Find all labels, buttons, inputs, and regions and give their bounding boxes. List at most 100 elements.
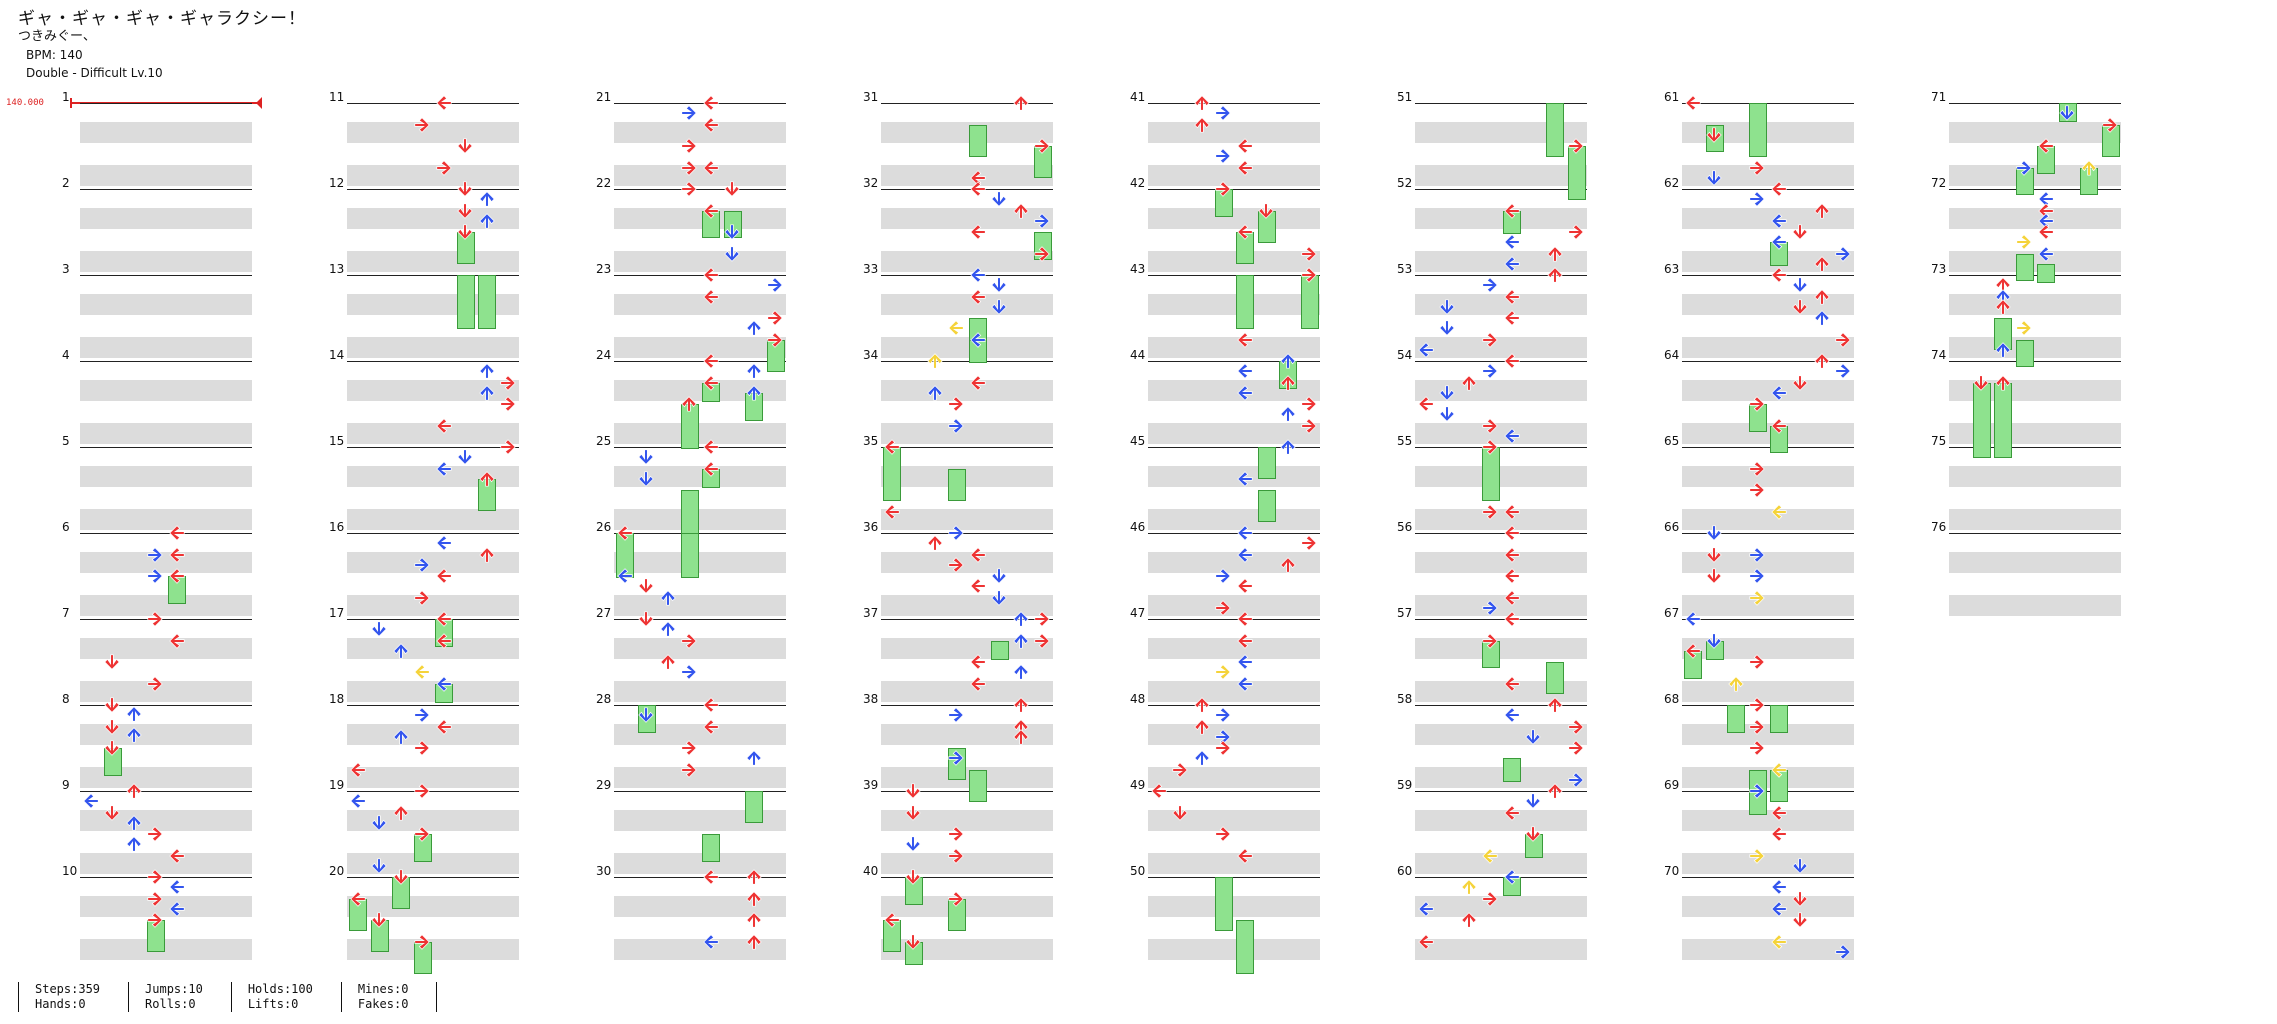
right-arrow-red-note: [1749, 482, 1765, 498]
right-arrow-red-note: [1172, 761, 1188, 778]
right-arrow-blue-note: [1215, 148, 1231, 165]
right-arrow-red-note: [681, 761, 697, 778]
measure: 14: [329, 348, 519, 444]
down-arrow-blue-note: [2059, 105, 2075, 122]
measure-number: 49: [1130, 778, 1146, 792]
beat-band: [1682, 637, 1854, 659]
beat-band: [1148, 766, 1320, 788]
hold-note: [1257, 447, 1276, 480]
measure-line: [1148, 275, 1320, 276]
down-arrow-blue-note: [1439, 406, 1455, 423]
measure-line: [347, 189, 519, 190]
down-arrow-blue-note: [724, 224, 740, 240]
beat-band: [1682, 207, 1854, 229]
beat-band: [1148, 637, 1320, 659]
beat-band: [1682, 465, 1854, 487]
measure: 7: [62, 606, 252, 702]
measure-number: 60: [1397, 864, 1413, 878]
measure: 1: [62, 90, 252, 186]
right-arrow-red-note: [1835, 331, 1851, 348]
stat-group-jumps: Jumps:10 Rolls:0: [128, 982, 231, 1012]
measure: 5: [62, 434, 252, 530]
right-arrow-red-note: [414, 589, 430, 606]
measure: 17: [329, 606, 519, 702]
left-arrow-yellow-note: [948, 320, 964, 337]
measure-line: [1415, 791, 1587, 792]
stat-holds: Holds:100: [247, 982, 313, 996]
down-arrow-red-note: [1172, 804, 1188, 821]
beat-band: [80, 551, 252, 573]
beat-band: [1415, 895, 1587, 917]
beat-band: [80, 422, 252, 444]
down-arrow-blue-note: [371, 815, 387, 831]
right-arrow-red-note: [1482, 417, 1498, 434]
left-arrow-blue-note: [1503, 869, 1520, 885]
right-arrow-red-note: [414, 783, 430, 799]
measure: 76: [1931, 520, 2121, 616]
beat-band: [881, 637, 1053, 659]
measure-line: [80, 705, 252, 706]
measure: 40: [863, 864, 1053, 960]
left-arrow-red-note: [883, 503, 900, 520]
beat-band: [614, 895, 786, 917]
left-arrow-blue-note: [616, 568, 633, 584]
left-arrow-red-note: [702, 95, 719, 111]
up-arrow-blue-note: [745, 320, 762, 336]
measure-line: [1148, 361, 1320, 362]
stat-lifts: Lifts:0: [247, 997, 299, 1011]
beat-band: [1415, 637, 1587, 659]
up-arrow-red-note: [478, 471, 495, 487]
left-arrow-yellow-note: [1770, 933, 1787, 950]
beat-band: [1148, 508, 1320, 530]
left-arrow-red-note: [2037, 138, 2054, 154]
up-arrow-blue-note: [392, 643, 409, 659]
measure: 30: [596, 864, 786, 960]
measure-number: 22: [596, 176, 612, 190]
measure-number: 68: [1664, 692, 1680, 706]
beat-band: [881, 680, 1053, 702]
left-arrow-red-note: [616, 525, 633, 541]
measure: 12: [329, 176, 519, 272]
measure-line: [80, 447, 252, 448]
up-arrow-red-note: [1813, 353, 1830, 369]
right-arrow-blue-note: [1835, 245, 1851, 262]
left-arrow-red-note: [1684, 95, 1701, 111]
beat-band: [1415, 422, 1587, 444]
beat-band: [80, 809, 252, 831]
stat-group-mines: Mines:0 Fakes:0: [340, 982, 437, 1012]
measure-number: 57: [1397, 606, 1413, 620]
up-arrow-red-note: [1012, 697, 1029, 713]
beat-band: [80, 293, 252, 315]
right-arrow-red-note: [1568, 224, 1584, 240]
measure-number: 26: [596, 520, 612, 534]
measure: 21: [596, 90, 786, 186]
beat-band: [347, 164, 519, 186]
beat-band: [1682, 938, 1854, 960]
up-arrow-red-note: [1279, 557, 1296, 573]
hold-note: [1748, 103, 1767, 157]
measure-line: [1682, 877, 1854, 878]
left-arrow-red-note: [1236, 847, 1253, 864]
right-arrow-red-note: [1749, 159, 1765, 176]
measure-number: 32: [863, 176, 879, 190]
measure-number: 29: [596, 778, 612, 792]
measure-number: 37: [863, 606, 879, 620]
measure-line: [1682, 447, 1854, 448]
left-arrow-yellow-note: [1482, 847, 1498, 864]
beat-band: [80, 895, 252, 917]
up-arrow-red-note: [478, 546, 495, 563]
beat-band: [347, 336, 519, 358]
left-arrow-blue-note: [435, 460, 452, 477]
up-arrow-yellow-note: [1460, 879, 1477, 895]
right-arrow-red-note: [948, 826, 964, 842]
measure-line: [1949, 447, 2121, 448]
measure: 71: [1931, 90, 2121, 186]
down-arrow-red-note: [104, 697, 120, 713]
right-arrow-blue-note: [948, 525, 964, 541]
measure-line: [881, 791, 1053, 792]
measure-number: 76: [1931, 520, 1947, 534]
left-arrow-red-note: [702, 718, 719, 735]
measure-line: [614, 705, 786, 706]
left-arrow-red-note: [1503, 675, 1520, 692]
down-arrow-red-note: [1706, 127, 1722, 143]
